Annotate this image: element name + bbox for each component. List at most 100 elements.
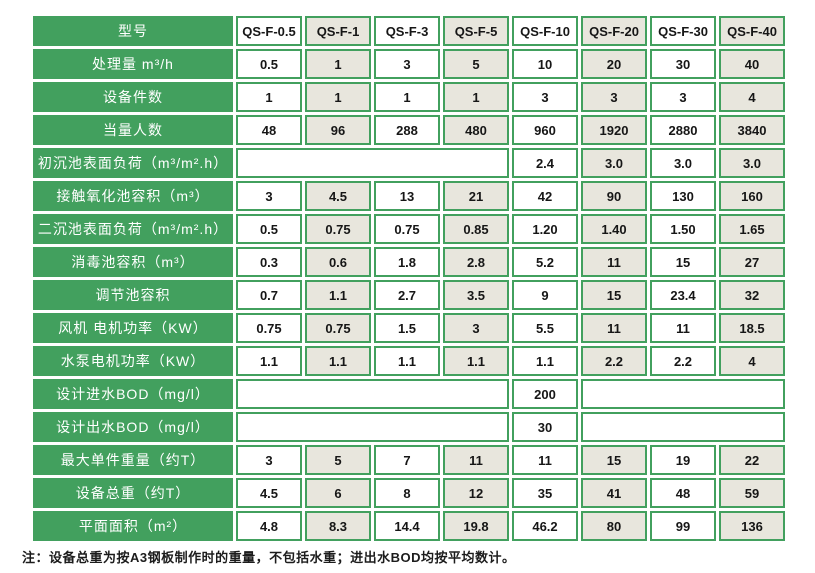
row-label: 接触氧化池容积（m³） bbox=[33, 181, 233, 211]
data-cell: 96 bbox=[305, 115, 371, 145]
data-cell: 11 bbox=[443, 445, 509, 475]
data-cell: 40 bbox=[719, 49, 785, 79]
row-label: 设计进水BOD（mg/l） bbox=[33, 379, 233, 409]
data-cell: 3 bbox=[512, 82, 578, 112]
data-cell: 288 bbox=[374, 115, 440, 145]
data-cell: 3.0 bbox=[581, 148, 647, 178]
data-cell: 0.7 bbox=[236, 280, 302, 310]
data-cell: 90 bbox=[581, 181, 647, 211]
data-cell: 1 bbox=[374, 82, 440, 112]
row-label: 设备总重（约T） bbox=[33, 478, 233, 508]
data-cell: 2.4 bbox=[512, 148, 578, 178]
data-cell: 0.75 bbox=[305, 313, 371, 343]
data-cell: 1.1 bbox=[305, 280, 371, 310]
row-label: 初沉池表面负荷（m³/m².h） bbox=[33, 148, 233, 178]
data-cell: 960 bbox=[512, 115, 578, 145]
data-cell: 10 bbox=[512, 49, 578, 79]
data-cell: 130 bbox=[650, 181, 716, 211]
data-cell: 4 bbox=[719, 82, 785, 112]
data-cell: 48 bbox=[650, 478, 716, 508]
row-label: 型号 bbox=[33, 16, 233, 46]
footnote: 注：设备总重为按A3钢板制作时的重量，不包括水重；进出水BOD均按平均数计。 bbox=[22, 550, 516, 565]
row-label: 水泵电机功率（KW） bbox=[33, 346, 233, 376]
data-cell: 1 bbox=[305, 82, 371, 112]
data-cell: 18.5 bbox=[719, 313, 785, 343]
data-cell: 5 bbox=[443, 49, 509, 79]
data-cell: 1.1 bbox=[374, 346, 440, 376]
data-cell: 41 bbox=[581, 478, 647, 508]
data-cell: 5 bbox=[305, 445, 371, 475]
data-cell: 2.7 bbox=[374, 280, 440, 310]
data-cell: 1.1 bbox=[305, 346, 371, 376]
data-cell: 35 bbox=[512, 478, 578, 508]
data-cell: 1920 bbox=[581, 115, 647, 145]
header-row: 型号 QS-F-0.5 QS-F-1 QS-F-3 QS-F-5 QS-F-10 QS-F-… bbox=[33, 16, 785, 46]
row-label: 设计出水BOD（mg/l） bbox=[33, 412, 233, 442]
data-cell: 48 bbox=[236, 115, 302, 145]
data-cell: 1.8 bbox=[374, 247, 440, 277]
data-cell: 5.2 bbox=[512, 247, 578, 277]
data-cell: 3 bbox=[236, 445, 302, 475]
data-cell: 1.1 bbox=[443, 346, 509, 376]
data-cell: 3 bbox=[581, 82, 647, 112]
data-cell: 5.5 bbox=[512, 313, 578, 343]
data-cell: 3840 bbox=[719, 115, 785, 145]
data-cell: 4.5 bbox=[236, 478, 302, 508]
table-row: 接触氧化池容积（m³） 3 4.5 13 21 42 90 130 160 bbox=[33, 181, 785, 211]
data-cell: 1.65 bbox=[719, 214, 785, 244]
table-row: 平面面积（m²） 4.8 8.3 14.4 19.8 46.2 80 99 136 bbox=[33, 511, 785, 541]
data-cell: 1.1 bbox=[236, 346, 302, 376]
row-label: 调节池容积 bbox=[33, 280, 233, 310]
data-cell: 1 bbox=[305, 49, 371, 79]
data-cell: 30 bbox=[650, 49, 716, 79]
data-cell: 480 bbox=[443, 115, 509, 145]
data-cell: 160 bbox=[719, 181, 785, 211]
data-cell: QS-F-1 bbox=[305, 16, 371, 46]
data-cell: 22 bbox=[719, 445, 785, 475]
data-cell: 3.5 bbox=[443, 280, 509, 310]
data-cell: QS-F-20 bbox=[581, 16, 647, 46]
data-cell: 3 bbox=[443, 313, 509, 343]
data-cell: 0.75 bbox=[305, 214, 371, 244]
data-cell: 12 bbox=[443, 478, 509, 508]
table-row: 设备件数 1 1 1 1 3 3 3 4 bbox=[33, 82, 785, 112]
data-cell: 1.50 bbox=[650, 214, 716, 244]
data-cell: 99 bbox=[650, 511, 716, 541]
table-row: 当量人数 48 96 288 480 960 1920 2880 3840 bbox=[33, 115, 785, 145]
row-label: 消毒池容积（m³） bbox=[33, 247, 233, 277]
data-cell: 20 bbox=[581, 49, 647, 79]
table-row: 最大单件重量（约T） 3 5 7 11 11 15 19 22 bbox=[33, 445, 785, 475]
data-cell: QS-F-0.5 bbox=[236, 16, 302, 46]
table-row: 设计出水BOD（mg/l） 30 bbox=[33, 412, 785, 442]
data-cell bbox=[581, 379, 785, 409]
table-row: 水泵电机功率（KW） 1.1 1.1 1.1 1.1 1.1 2.2 2.2 4 bbox=[33, 346, 785, 376]
data-cell: 0.85 bbox=[443, 214, 509, 244]
data-cell: 8.3 bbox=[305, 511, 371, 541]
data-cell: QS-F-30 bbox=[650, 16, 716, 46]
table-row: 设计进水BOD（mg/l） 200 bbox=[33, 379, 785, 409]
data-cell: 80 bbox=[581, 511, 647, 541]
row-label: 二沉池表面负荷（m³/m².h） bbox=[33, 214, 233, 244]
data-cell: 11 bbox=[581, 247, 647, 277]
table-row: 消毒池容积（m³） 0.3 0.6 1.8 2.8 5.2 11 15 27 bbox=[33, 247, 785, 277]
data-cell: 27 bbox=[719, 247, 785, 277]
data-cell: 14.4 bbox=[374, 511, 440, 541]
data-cell: 2.2 bbox=[581, 346, 647, 376]
data-cell: 1.5 bbox=[374, 313, 440, 343]
data-cell: 15 bbox=[581, 445, 647, 475]
data-cell: 2880 bbox=[650, 115, 716, 145]
row-label: 风机 电机功率（KW） bbox=[33, 313, 233, 343]
data-cell: 1.40 bbox=[581, 214, 647, 244]
data-cell: 11 bbox=[650, 313, 716, 343]
data-cell: 9 bbox=[512, 280, 578, 310]
data-cell: 136 bbox=[719, 511, 785, 541]
table-row: 设备总重（约T） 4.5 6 8 12 35 41 48 59 bbox=[33, 478, 785, 508]
data-cell: 4.5 bbox=[305, 181, 371, 211]
data-cell bbox=[581, 412, 785, 442]
data-cell: 15 bbox=[650, 247, 716, 277]
data-cell: 32 bbox=[719, 280, 785, 310]
spec-table-body: 型号 QS-F-0.5 QS-F-1 QS-F-3 QS-F-5 QS-F-10 QS-F-… bbox=[33, 16, 785, 541]
data-cell: 59 bbox=[719, 478, 785, 508]
data-cell: 7 bbox=[374, 445, 440, 475]
data-cell: 11 bbox=[512, 445, 578, 475]
